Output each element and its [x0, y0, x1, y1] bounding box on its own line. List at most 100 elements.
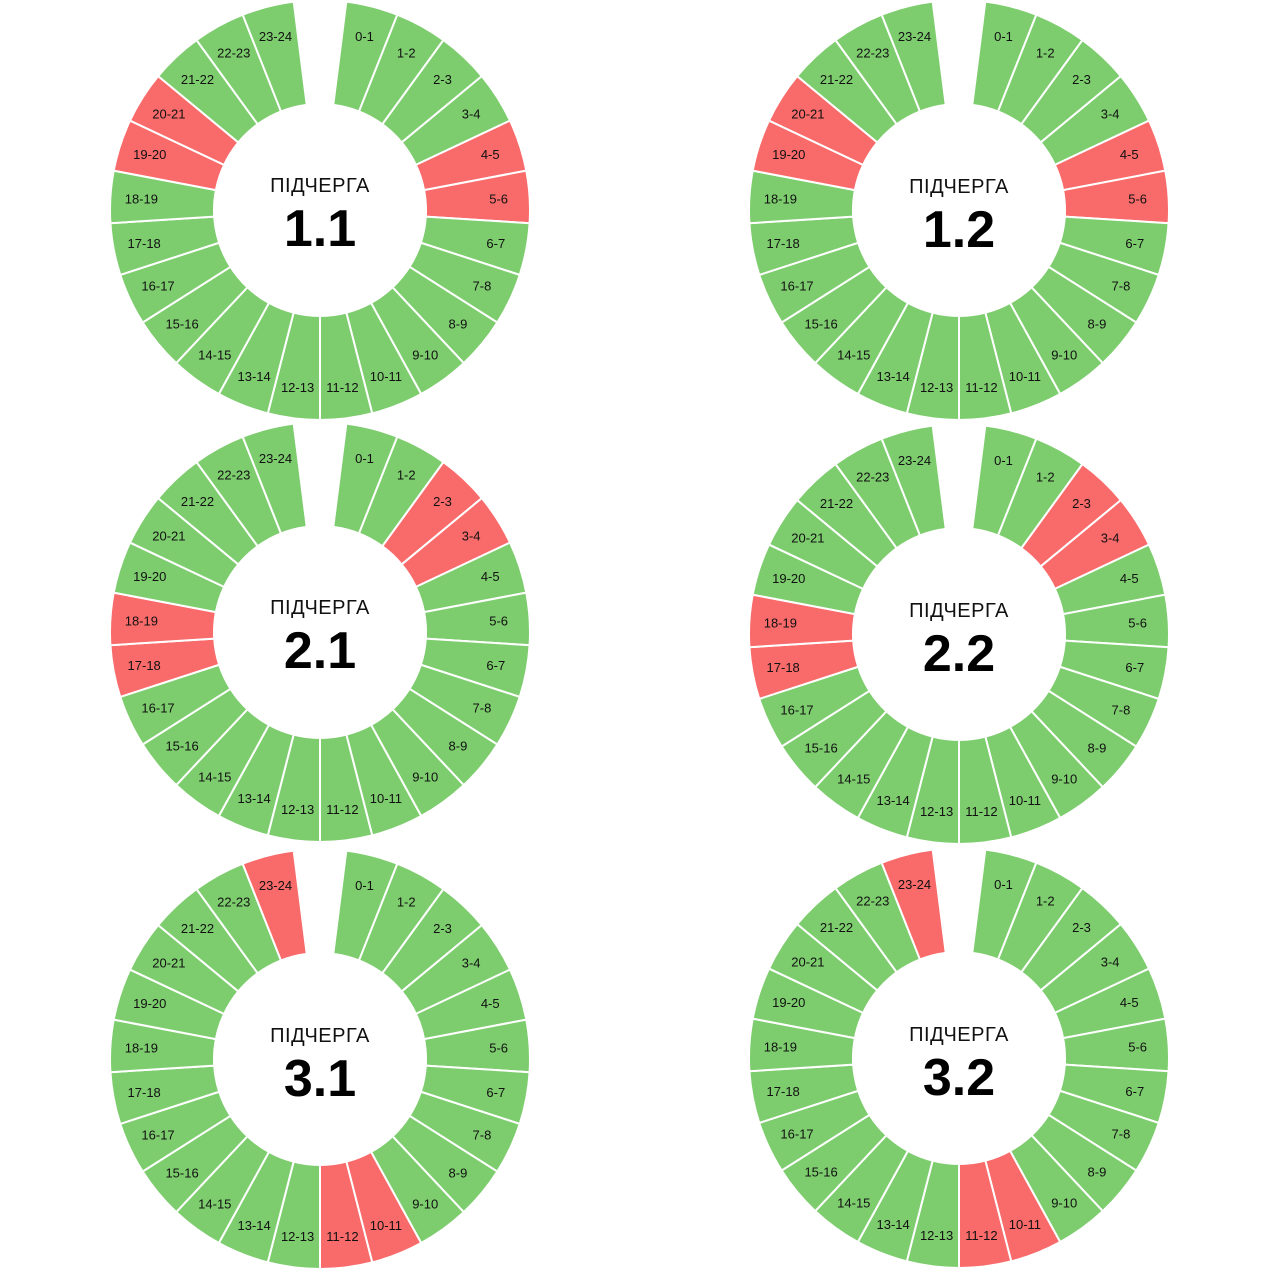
hour-label: 22-23: [217, 468, 250, 483]
hour-label: 20-21: [152, 529, 185, 544]
hour-label: 19-20: [133, 147, 166, 162]
hour-label: 19-20: [133, 569, 166, 584]
hour-label: 5-6: [489, 191, 508, 206]
hour-label: 11-12: [965, 804, 997, 819]
hour-label: 6-7: [486, 1085, 505, 1100]
hour-label: 0-1: [355, 878, 374, 893]
hour-label: 8-9: [449, 739, 468, 754]
queue-chart-2-2: 0-1 1-2 2-3 3-4 4-5 5-6 6-7 7-8 8-9 9-10 10-11 11-1…: [739, 424, 1179, 846]
hour-label: 13-14: [876, 793, 909, 808]
hour-label: 8-9: [449, 317, 468, 332]
hour-label: 9-10: [1051, 347, 1077, 362]
hour-label: 14-15: [198, 769, 231, 784]
hour-label: 12-13: [920, 804, 953, 819]
hour-label: 7-8: [1112, 1127, 1131, 1142]
hour-label: 18-19: [764, 1039, 797, 1054]
hour-label: 21-22: [181, 494, 214, 509]
hour-label: 16-17: [141, 701, 174, 716]
hour-label: 1-2: [1036, 46, 1055, 61]
hour-label: 20-21: [152, 107, 185, 122]
hour-label: 7-8: [473, 1128, 492, 1143]
hour-label: 14-15: [837, 1195, 870, 1210]
hour-label: 1-2: [397, 468, 416, 483]
hour-label: 2-3: [1072, 496, 1091, 511]
center-caption: ПІДЧЕРГА: [909, 600, 1009, 622]
hour-label: 18-19: [125, 1040, 158, 1055]
center-caption: ПІДЧЕРГА: [270, 175, 370, 197]
hour-label: 3-4: [462, 107, 481, 122]
hour-segment-on: [241, 422, 308, 535]
hour-label: 14-15: [837, 771, 870, 786]
hour-label: 17-18: [767, 660, 800, 675]
hour-label: 14-15: [198, 347, 231, 362]
hour-segment-on: [241, 0, 308, 113]
hour-label: 1-2: [397, 895, 416, 910]
donut-chart: 0-1 1-2 2-3 3-4 4-5 5-6 6-7 7-8 8-9 9-10 10-11 11-1…: [748, 848, 1170, 1270]
hour-label: 5-6: [1128, 191, 1147, 206]
hour-label: 12-13: [281, 380, 314, 395]
hour-label: 20-21: [152, 956, 185, 971]
hour-label: 9-10: [1051, 771, 1077, 786]
hour-label: 9-10: [412, 347, 438, 362]
hour-label: 9-10: [412, 1196, 438, 1211]
hour-label: 18-19: [125, 191, 158, 206]
hour-label: 23-24: [259, 29, 292, 44]
hour-label: 18-19: [125, 613, 158, 628]
center-caption: ПІДЧЕРГА: [909, 1024, 1009, 1046]
hour-label: 16-17: [141, 279, 174, 294]
hour-label: 13-14: [237, 1218, 270, 1233]
hour-label: 3-4: [1101, 955, 1120, 970]
center-number: 2.1: [284, 622, 356, 680]
hour-label: 7-8: [1112, 279, 1131, 294]
queue-chart-3-1: 0-1 1-2 2-3 3-4 4-5 5-6 6-7 7-8 8-9 9-10 10-11 11-1…: [100, 849, 540, 1271]
hour-label: 20-21: [791, 107, 824, 122]
hour-label: 5-6: [489, 1040, 508, 1055]
hour-label: 13-14: [876, 1217, 909, 1232]
hour-label: 21-22: [820, 920, 853, 935]
hour-label: 12-13: [281, 802, 314, 817]
hour-label: 3-4: [462, 529, 481, 544]
hour-label: 5-6: [489, 613, 508, 628]
hour-label: 23-24: [898, 29, 931, 44]
hour-label: 10-11: [1009, 1217, 1041, 1232]
hour-label: 21-22: [181, 72, 214, 87]
hour-label: 4-5: [481, 147, 500, 162]
hour-label: 21-22: [181, 921, 214, 936]
queue-chart-3-2: 0-1 1-2 2-3 3-4 4-5 5-6 6-7 7-8 8-9 9-10 10-11 11-1…: [739, 848, 1179, 1270]
hour-label: 7-8: [473, 701, 492, 716]
hour-label: 11-12: [326, 1229, 358, 1244]
center-number: 1.2: [923, 201, 995, 259]
hour-label: 11-12: [965, 1228, 997, 1243]
hour-label: 14-15: [198, 1196, 231, 1211]
hour-label: 23-24: [259, 451, 292, 466]
hour-label: 16-17: [780, 1127, 813, 1142]
hour-label: 15-16: [165, 317, 198, 332]
hour-label: 9-10: [1051, 1195, 1077, 1210]
hour-label: 17-18: [128, 1085, 161, 1100]
hour-label: 23-24: [898, 877, 931, 892]
hour-label: 2-3: [1072, 920, 1091, 935]
hour-label: 4-5: [1120, 147, 1139, 162]
hour-label: 22-23: [856, 470, 889, 485]
donut-chart: 0-1 1-2 2-3 3-4 4-5 5-6 6-7 7-8 8-9 9-10 10-11 11-1…: [109, 849, 531, 1271]
hour-label: 2-3: [1072, 72, 1091, 87]
hour-label: 0-1: [355, 451, 374, 466]
hour-segment-off: [880, 848, 947, 961]
hour-label: 10-11: [1009, 793, 1041, 808]
center-caption: ПІДЧЕРГА: [270, 597, 370, 619]
hour-label: 7-8: [473, 279, 492, 294]
hour-label: 13-14: [237, 791, 270, 806]
hour-label: 10-11: [370, 369, 402, 384]
hour-label: 6-7: [1125, 1084, 1144, 1099]
hour-label: 11-12: [326, 380, 358, 395]
hour-label: 0-1: [355, 29, 374, 44]
donut-chart: 0-1 1-2 2-3 3-4 4-5 5-6 6-7 7-8 8-9 9-10 10-11 11-1…: [748, 0, 1170, 422]
donut-chart: 0-1 1-2 2-3 3-4 4-5 5-6 6-7 7-8 8-9 9-10 10-11 11-1…: [109, 422, 531, 844]
hour-segment-on: [880, 0, 947, 113]
hour-label: 12-13: [281, 1229, 314, 1244]
hour-label: 17-18: [767, 1084, 800, 1099]
queue-chart-1-1: 0-1 1-2 2-3 3-4 4-5 5-6 6-7 7-8 8-9 9-10 10-11 11-1…: [100, 0, 540, 422]
hour-label: 10-11: [370, 1218, 402, 1233]
hour-label: 5-6: [1128, 615, 1147, 630]
